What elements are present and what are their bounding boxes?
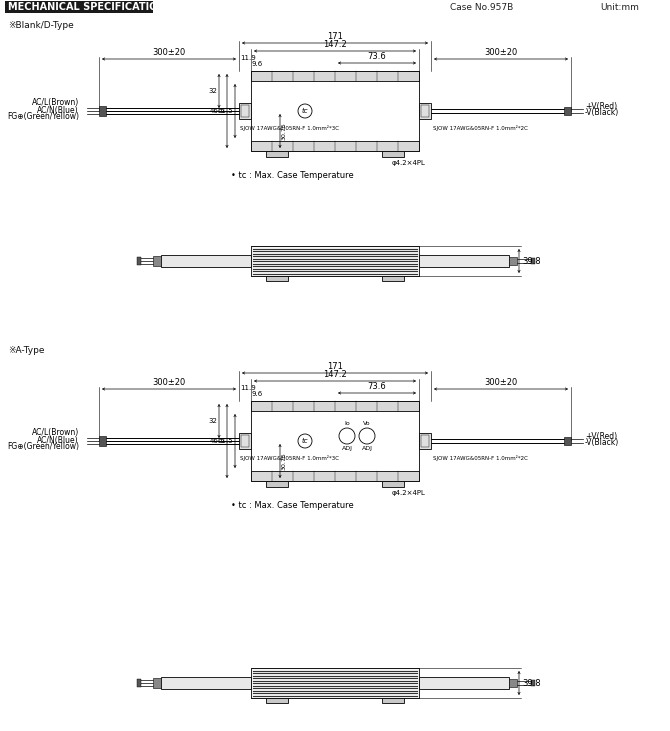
Bar	[421, 435, 429, 447]
Text: -V(Black): -V(Black)	[585, 439, 619, 447]
Text: φ4.2×4PL: φ4.2×4PL	[392, 160, 426, 166]
Bar	[251, 71, 419, 151]
Text: 73.6: 73.6	[368, 52, 387, 61]
Bar	[137, 257, 141, 265]
Bar	[161, 677, 251, 689]
Bar	[266, 276, 288, 281]
Text: AC/L(Brown): AC/L(Brown)	[31, 428, 79, 437]
Text: tc: tc	[302, 108, 308, 114]
Text: ※Blank/D-Type: ※Blank/D-Type	[8, 21, 74, 30]
Text: AC/N(Blue): AC/N(Blue)	[38, 436, 79, 444]
Bar	[509, 679, 517, 687]
Text: 11.9: 11.9	[240, 55, 256, 61]
Bar	[419, 433, 431, 449]
Text: Unit:mm: Unit:mm	[600, 2, 639, 12]
Text: 61.5: 61.5	[217, 438, 233, 444]
Text: 300±20: 300±20	[152, 48, 186, 57]
Bar	[419, 103, 431, 119]
Text: 61.5: 61.5	[217, 108, 233, 114]
Text: FG⊕(Green/Yellow): FG⊕(Green/Yellow)	[7, 113, 79, 121]
Text: 73.6: 73.6	[368, 382, 387, 391]
Text: ADJ: ADJ	[362, 446, 373, 451]
Bar	[239, 103, 251, 119]
Text: 9.6: 9.6	[252, 61, 263, 67]
Text: SJOW 17AWG&05RN-F 1.0mm²*2C: SJOW 17AWG&05RN-F 1.0mm²*2C	[433, 125, 528, 131]
Bar	[419, 677, 509, 689]
Bar	[564, 437, 571, 445]
Text: 300±20: 300±20	[152, 378, 186, 387]
Bar	[382, 698, 404, 703]
Text: 30.75: 30.75	[282, 452, 287, 470]
Bar	[137, 679, 141, 687]
Text: SJOW 17AWG&05RN-F 1.0mm²*2C: SJOW 17AWG&05RN-F 1.0mm²*2C	[433, 455, 528, 461]
Text: 300±20: 300±20	[484, 48, 518, 57]
Bar	[239, 433, 251, 449]
Bar	[251, 141, 419, 151]
Bar	[251, 668, 419, 698]
Text: AC/L(Brown): AC/L(Brown)	[31, 99, 79, 107]
Bar	[382, 481, 404, 487]
Text: MECHANICAL SPECIFICATION: MECHANICAL SPECIFICATION	[8, 2, 165, 12]
Text: 11.9: 11.9	[240, 385, 256, 391]
Bar	[153, 256, 161, 266]
Bar	[251, 71, 419, 81]
Bar	[266, 481, 288, 487]
Text: 39.8: 39.8	[522, 678, 541, 687]
Text: SJOW 17AWG&H05RN-F 1.0mm²*3C: SJOW 17AWG&H05RN-F 1.0mm²*3C	[240, 455, 339, 461]
Text: +V(Red): +V(Red)	[585, 431, 617, 441]
Text: -V(Black): -V(Black)	[585, 108, 619, 118]
Text: ADJ: ADJ	[342, 446, 352, 451]
Text: 147.2: 147.2	[323, 40, 347, 49]
Text: SJOW 17AWG&H05RN-F 1.0mm²*3C: SJOW 17AWG&H05RN-F 1.0mm²*3C	[240, 125, 339, 131]
Bar	[251, 471, 419, 481]
Text: +V(Red): +V(Red)	[585, 102, 617, 110]
Text: 46.5: 46.5	[210, 438, 225, 444]
Text: 171: 171	[327, 362, 343, 371]
Text: • tc : Max. Case Temperature: • tc : Max. Case Temperature	[231, 171, 354, 180]
Text: 147.2: 147.2	[323, 370, 347, 379]
Bar	[241, 105, 249, 117]
Text: FG⊕(Green/Yellow): FG⊕(Green/Yellow)	[7, 442, 79, 452]
Text: 32: 32	[208, 88, 217, 94]
Bar	[266, 151, 288, 157]
Text: • tc : Max. Case Temperature: • tc : Max. Case Temperature	[231, 501, 354, 510]
Bar	[421, 105, 429, 117]
Bar	[251, 246, 419, 276]
Text: Io: Io	[344, 421, 350, 426]
Text: 30.75: 30.75	[282, 122, 287, 140]
Bar	[251, 401, 419, 411]
Bar	[564, 107, 571, 115]
Bar	[382, 276, 404, 281]
Text: Case No.957B: Case No.957B	[450, 2, 513, 12]
Bar	[531, 258, 535, 264]
Bar	[99, 436, 106, 446]
Bar	[5, 1, 153, 13]
Text: Vo: Vo	[363, 421, 371, 426]
Text: ※A-Type: ※A-Type	[8, 346, 44, 355]
Text: φ4.2×4PL: φ4.2×4PL	[392, 490, 426, 496]
Text: AC/N(Blue): AC/N(Blue)	[38, 105, 79, 115]
Text: 39.8: 39.8	[522, 257, 541, 265]
Bar	[99, 106, 106, 116]
Text: 46.5: 46.5	[210, 108, 225, 114]
Text: 32: 32	[208, 418, 217, 424]
Text: 300±20: 300±20	[484, 378, 518, 387]
Bar	[509, 257, 517, 265]
Bar	[241, 435, 249, 447]
Text: tc: tc	[302, 438, 308, 444]
Bar	[382, 151, 404, 157]
Bar	[419, 255, 509, 267]
Bar	[251, 401, 419, 481]
Text: 171: 171	[327, 32, 343, 41]
Bar	[153, 678, 161, 688]
Text: 9.6: 9.6	[252, 391, 263, 397]
Bar	[531, 680, 535, 686]
Bar	[266, 698, 288, 703]
Bar	[161, 255, 251, 267]
